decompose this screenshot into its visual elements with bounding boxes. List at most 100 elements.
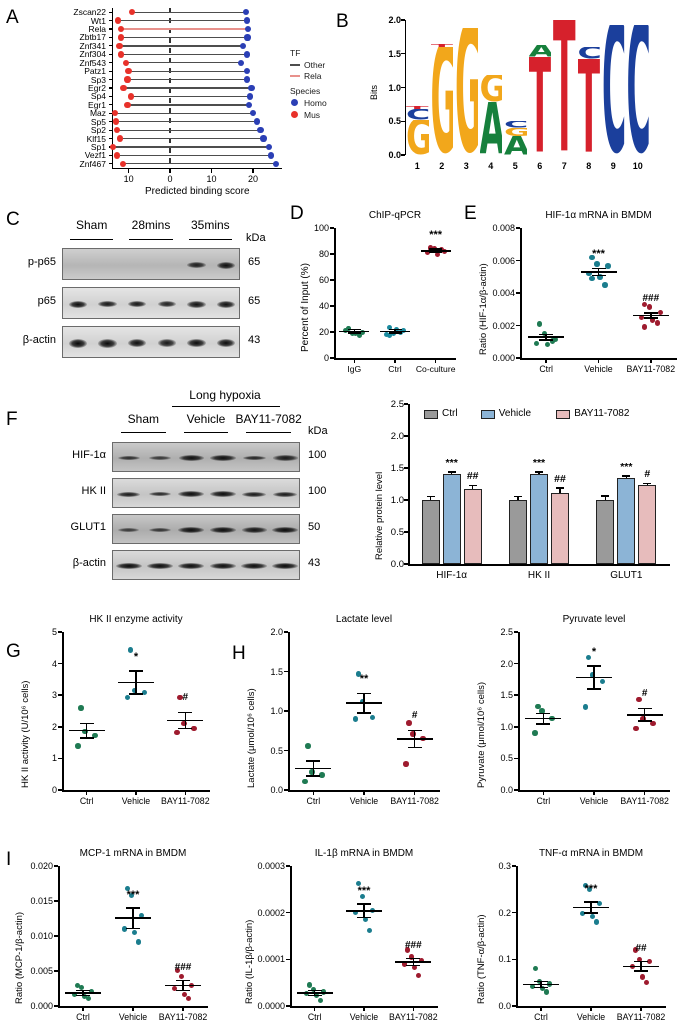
panel-e: E 0.008 0.006 0.004 0.002 0.000 Ratio (HIF-1α… (462, 200, 687, 380)
error-bar-cap-bottom (176, 990, 190, 992)
data-point (85, 996, 92, 1002)
panel-a-y-tick (108, 104, 112, 106)
blot-group-underline (70, 239, 114, 241)
f-chart-y-tickmark (404, 435, 408, 437)
y-axis-label: Ratio (MCP-1/β-actin) (14, 911, 25, 1004)
x-tickmark (353, 359, 356, 363)
error-bar (650, 312, 652, 318)
y-tickmark (286, 865, 290, 867)
blot-row-label: HIF-1α (72, 449, 106, 461)
data-point (306, 982, 312, 988)
blot-band (149, 491, 171, 497)
panel-a-legend-line-rela (290, 75, 300, 77)
panel-d-label: D (290, 203, 304, 224)
data-point (543, 989, 550, 995)
significance-marker: ## (635, 942, 647, 954)
error-bar-cap-top (178, 711, 193, 713)
significance-marker: # (411, 710, 418, 722)
significance-marker: *** (357, 885, 371, 898)
data-point (78, 705, 84, 711)
data-point (410, 731, 416, 737)
x-tick-label: Vehicle (349, 1012, 379, 1022)
data-point (529, 983, 536, 989)
panel-b-glyph-t: T (553, 20, 576, 155)
error-bar-cap-top (406, 957, 421, 960)
blot-gel---actin (62, 326, 240, 358)
panel-a-dot-mus (115, 17, 122, 24)
significance-marker: # (182, 692, 189, 704)
f-chart-x-axis (408, 564, 670, 566)
x-tickmark (412, 1007, 415, 1011)
panel-a-row-label: Zscan22 (73, 7, 106, 18)
blot-gel-p-p65 (62, 248, 240, 280)
error-bar-cap-bottom (388, 332, 402, 334)
data-point (92, 732, 98, 739)
x-tick-label: Ctrl (307, 1012, 322, 1022)
error-bar (132, 908, 134, 929)
data-point (359, 698, 366, 705)
y-tick-label: 2.0 (270, 627, 283, 637)
panel-a-x-tick-label: 0 (167, 174, 173, 184)
panel-a-dot-homo (272, 160, 280, 167)
blot-band (157, 339, 177, 347)
panel-b-glyph-c: C (406, 109, 429, 120)
y-tickmark (512, 911, 516, 914)
bar-error-cap (622, 475, 631, 477)
error-bar-cap-bottom (79, 737, 94, 739)
f-chart-y-tickmark (404, 467, 408, 469)
f-chart-x-tick-label: GLUT1 (610, 570, 643, 581)
kda-header: kDa (308, 425, 328, 437)
error-bar (545, 334, 547, 341)
kda-header: kDa (246, 232, 266, 244)
significance-marker: ### (642, 292, 660, 304)
error-bar-cap-top (357, 692, 371, 694)
blot-band (68, 338, 88, 348)
blot-band (118, 528, 140, 532)
error-bar-cap-top (76, 989, 90, 992)
x-tickmark (85, 791, 88, 795)
x-tick-label: Vehicle (349, 796, 379, 806)
y-tick-label: 80 (318, 249, 329, 259)
y-tick-label: 1.5 (500, 690, 513, 701)
data-point (75, 743, 81, 749)
panel-b-glyph-c: C (577, 47, 601, 60)
x-tick-label: IgG (347, 364, 362, 374)
error-bar-cap-bottom (643, 317, 658, 319)
chart-title: Lactate level (335, 614, 393, 625)
y-axis (520, 228, 522, 359)
y-tick-label: 2 (51, 721, 57, 732)
blot-band (68, 300, 88, 308)
panel-g: G 5 4 3 2 1 0 HK II activity (U/10⁶ cells) HK I… (0, 600, 232, 828)
blot-kda-value: 65 (248, 295, 261, 307)
x-tickmark (132, 1007, 134, 1011)
error-bar (135, 671, 137, 694)
blot-band (242, 455, 266, 461)
x-axis (58, 1006, 208, 1008)
data-point (346, 325, 352, 331)
error-bar (313, 990, 316, 996)
error-bar-cap-top (591, 267, 606, 269)
error-bar-cap-bottom (76, 994, 90, 997)
panel-a-dot-mus (124, 101, 131, 109)
panel-b-y-tickmark (401, 120, 405, 122)
error-bar-cap-bottom (429, 251, 443, 253)
blot-band (178, 562, 205, 570)
error-bar-cap-bottom (129, 693, 143, 695)
significance-marker: # (641, 688, 648, 700)
x-tick-label: BAY11-7082 (158, 1012, 208, 1022)
y-tick-label: 0.0 (270, 785, 283, 795)
y-tickmark (516, 259, 520, 262)
panel-a-row-label: Rela (88, 24, 106, 35)
y-tick-label: 0.5 (270, 745, 283, 756)
data-point (424, 250, 430, 256)
y-tick-label: 1.0 (500, 721, 513, 732)
panel-a-y-tick (108, 121, 112, 123)
x-tickmark (394, 359, 396, 363)
error-bar-cap-bottom (539, 339, 554, 341)
error-bar (593, 665, 595, 690)
error-bar (640, 961, 642, 971)
error-bar-cap-bottom (534, 987, 548, 989)
y-tickmark (54, 935, 58, 937)
bar-error-cap (535, 471, 543, 473)
panel-a-legend-label-rela: Rela (304, 71, 322, 81)
